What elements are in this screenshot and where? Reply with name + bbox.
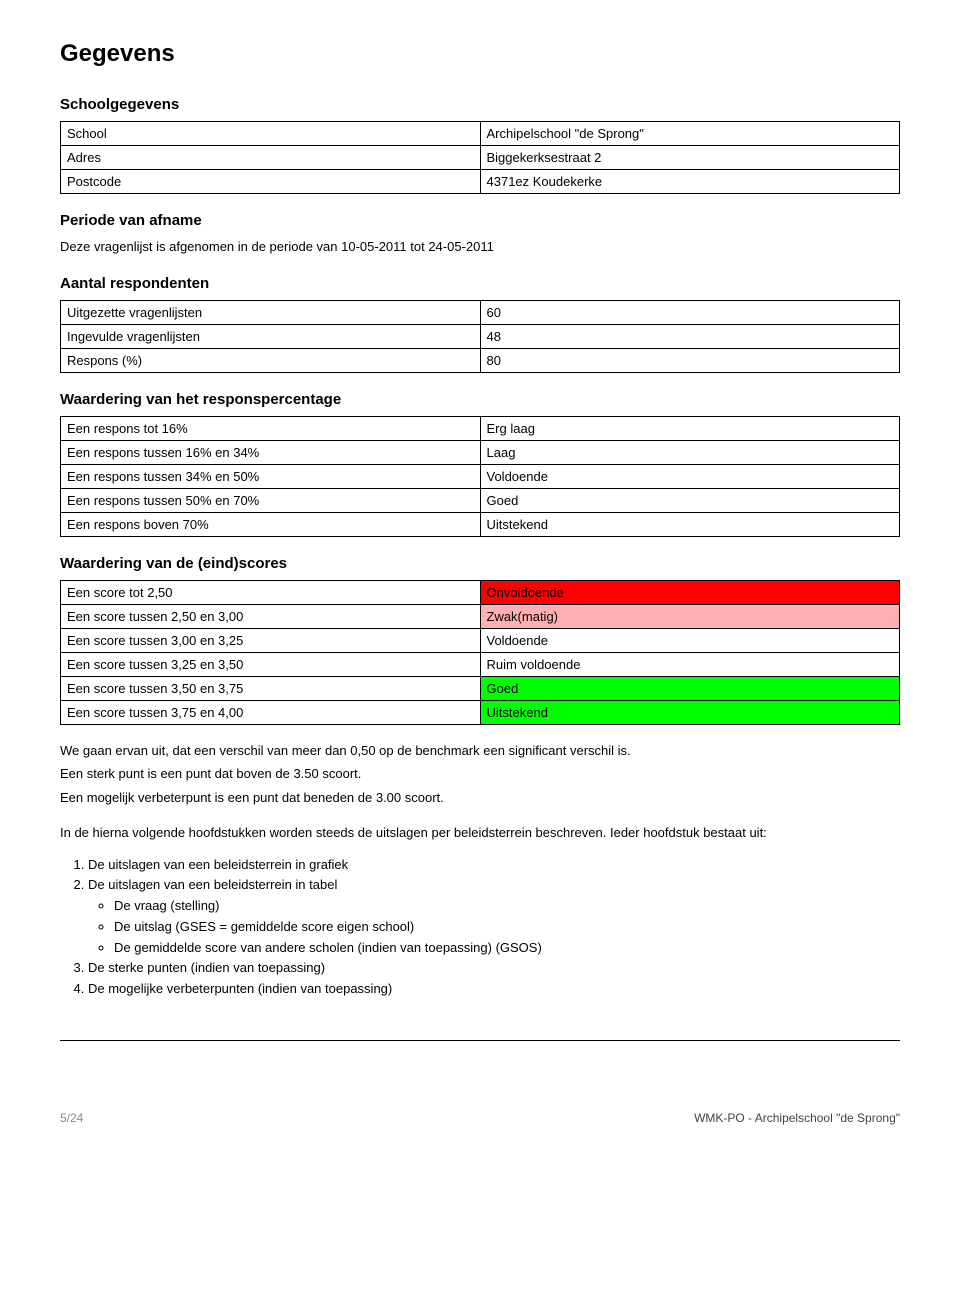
table-row: Adres Biggekerksestraat 2 (61, 146, 900, 170)
heading-eindscores: Waardering van de (eind)scores (60, 555, 900, 572)
cell-value: Voldoende (480, 464, 900, 488)
sub-list-item: De vraag (stelling) (114, 896, 900, 917)
cell-label: Een score tot 2,50 (61, 580, 481, 604)
cell-label: Een score tussen 3,25 en 3,50 (61, 652, 481, 676)
list-item: De sterke punten (indien van toepassing) (88, 958, 900, 979)
cell-label: Een respons tot 16% (61, 416, 481, 440)
cell-value: 80 (480, 348, 900, 372)
table-row: Een score tot 2,50 Onvoldoende (61, 580, 900, 604)
table-row: Een score tussen 3,00 en 3,25 Voldoende (61, 628, 900, 652)
list-item: De uitslagen van een beleidsterrein in t… (88, 875, 900, 958)
cell-value: Onvoldoende (480, 580, 900, 604)
heading-responspercentage: Waardering van het responspercentage (60, 391, 900, 408)
sub-list-item: De gemiddelde score van andere scholen (… (114, 938, 900, 959)
cell-value: Uitstekend (480, 512, 900, 536)
periode-text: Deze vragenlijst is afgenomen in de peri… (60, 237, 900, 257)
table-row: School Archipelschool "de Sprong" (61, 122, 900, 146)
table-row: Een respons boven 70% Uitstekend (61, 512, 900, 536)
footer-page-number: 5/24 (60, 1111, 83, 1125)
table-row: Uitgezette vragenlijsten 60 (61, 300, 900, 324)
table-row: Een score tussen 3,75 en 4,00 Uitstekend (61, 700, 900, 724)
cell-label: Adres (61, 146, 481, 170)
cell-label: Een respons tussen 50% en 70% (61, 488, 481, 512)
table-row: Ingevulde vragenlijsten 48 (61, 324, 900, 348)
cell-label: Uitgezette vragenlijsten (61, 300, 481, 324)
cell-value: Goed (480, 488, 900, 512)
cell-label: Een score tussen 3,00 en 3,25 (61, 628, 481, 652)
paragraph-2: Een sterk punt is een punt dat boven de … (60, 764, 900, 784)
cell-value: Ruim voldoende (480, 652, 900, 676)
heading-periode: Periode van afname (60, 212, 900, 229)
cell-label: Een score tussen 2,50 en 3,00 (61, 604, 481, 628)
cell-value: 60 (480, 300, 900, 324)
table-schoolgegevens: School Archipelschool "de Sprong" Adres … (60, 121, 900, 194)
page-title: Gegevens (60, 40, 900, 68)
cell-label: Een score tussen 3,75 en 4,00 (61, 700, 481, 724)
heading-schoolgegevens: Schoolgegevens (60, 96, 900, 113)
cell-label: Een respons boven 70% (61, 512, 481, 536)
cell-label: Een respons tussen 34% en 50% (61, 464, 481, 488)
cell-value: Uitstekend (480, 700, 900, 724)
cell-value: Goed (480, 676, 900, 700)
page-footer: 5/24 WMK-PO - Archipelschool "de Sprong" (0, 1101, 960, 1145)
table-row: Postcode 4371ez Koudekerke (61, 170, 900, 194)
numbered-list: De uitslagen van een beleidsterrein in g… (60, 855, 900, 1001)
paragraph-1: We gaan ervan uit, dat een verschil van … (60, 741, 900, 761)
table-row: Respons (%) 80 (61, 348, 900, 372)
paragraph-4: In de hierna volgende hoofdstukken worde… (60, 823, 900, 843)
cell-value: 4371ez Koudekerke (480, 170, 900, 194)
list-item: De mogelijke verbeterpunten (indien van … (88, 979, 900, 1000)
footer-right: WMK-PO - Archipelschool "de Sprong" (694, 1111, 900, 1125)
cell-value: Biggekerksestraat 2 (480, 146, 900, 170)
cell-value: Zwak(matig) (480, 604, 900, 628)
table-row: Een score tussen 2,50 en 3,00 Zwak(matig… (61, 604, 900, 628)
paragraph-3: Een mogelijk verbeterpunt is een punt da… (60, 788, 900, 808)
table-row: Een respons tussen 16% en 34% Laag (61, 440, 900, 464)
table-row: Een respons tot 16% Erg laag (61, 416, 900, 440)
table-row: Een score tussen 3,50 en 3,75 Goed (61, 676, 900, 700)
cell-label: School (61, 122, 481, 146)
table-eindscores: Een score tot 2,50 Onvoldoende Een score… (60, 580, 900, 725)
table-row: Een respons tussen 34% en 50% Voldoende (61, 464, 900, 488)
cell-value: Voldoende (480, 628, 900, 652)
list-item: De uitslagen van een beleidsterrein in g… (88, 855, 900, 876)
cell-label: Ingevulde vragenlijsten (61, 324, 481, 348)
table-respondenten: Uitgezette vragenlijsten 60 Ingevulde vr… (60, 300, 900, 373)
cell-value: Archipelschool "de Sprong" (480, 122, 900, 146)
cell-label: Respons (%) (61, 348, 481, 372)
cell-value: 48 (480, 324, 900, 348)
sub-list-item: De uitslag (GSES = gemiddelde score eige… (114, 917, 900, 938)
cell-label: Postcode (61, 170, 481, 194)
table-row: Een score tussen 3,25 en 3,50 Ruim voldo… (61, 652, 900, 676)
heading-respondenten: Aantal respondenten (60, 275, 900, 292)
cell-value: Erg laag (480, 416, 900, 440)
cell-value: Laag (480, 440, 900, 464)
cell-label: Een score tussen 3,50 en 3,75 (61, 676, 481, 700)
table-responspercentage: Een respons tot 16% Erg laag Een respons… (60, 416, 900, 537)
sub-list: De vraag (stelling) De uitslag (GSES = g… (88, 896, 900, 958)
table-row: Een respons tussen 50% en 70% Goed (61, 488, 900, 512)
cell-label: Een respons tussen 16% en 34% (61, 440, 481, 464)
